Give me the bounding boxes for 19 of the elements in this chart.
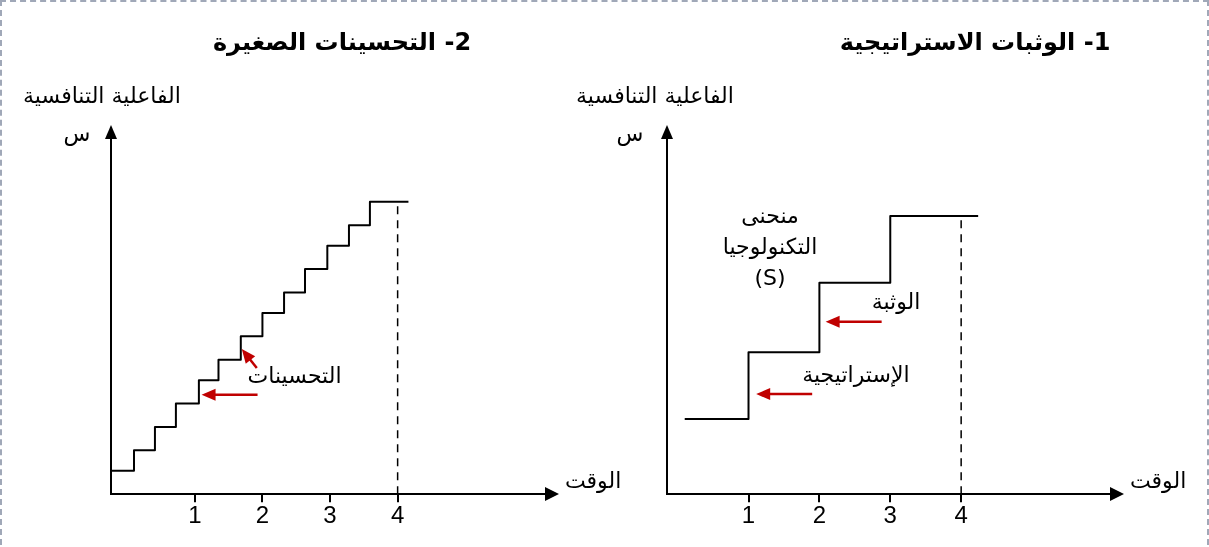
x-tick-label: 1 bbox=[741, 501, 756, 529]
x-tick-label: 1 bbox=[188, 501, 202, 529]
chart-title: 2- التحسينات الصغيرة bbox=[212, 28, 472, 57]
x-axis-title: الوقت bbox=[565, 467, 622, 493]
chart-title: 1- الوثبات الاستراتيجية bbox=[839, 28, 1111, 57]
x-axis-title: الوقت bbox=[1130, 467, 1187, 493]
annotation: الإستراتيجية bbox=[802, 361, 910, 387]
text: س bbox=[63, 120, 91, 147]
y-axis-title: الفاعلية التنافسية bbox=[576, 82, 734, 108]
x-tick-label: 3 bbox=[883, 501, 897, 529]
annotation: الوثبة bbox=[871, 289, 921, 315]
x-tick-label: 4 bbox=[390, 501, 405, 529]
x-tick-label: 3 bbox=[323, 501, 337, 529]
x-tick-label: 2 bbox=[812, 501, 827, 529]
text: س bbox=[616, 120, 644, 147]
x-tick-label: 2 bbox=[255, 501, 270, 529]
x-tick-label: 4 bbox=[954, 501, 968, 529]
annotation: التحسينات bbox=[247, 362, 342, 388]
y-axis-title: الفاعلية التنافسية bbox=[23, 82, 181, 108]
